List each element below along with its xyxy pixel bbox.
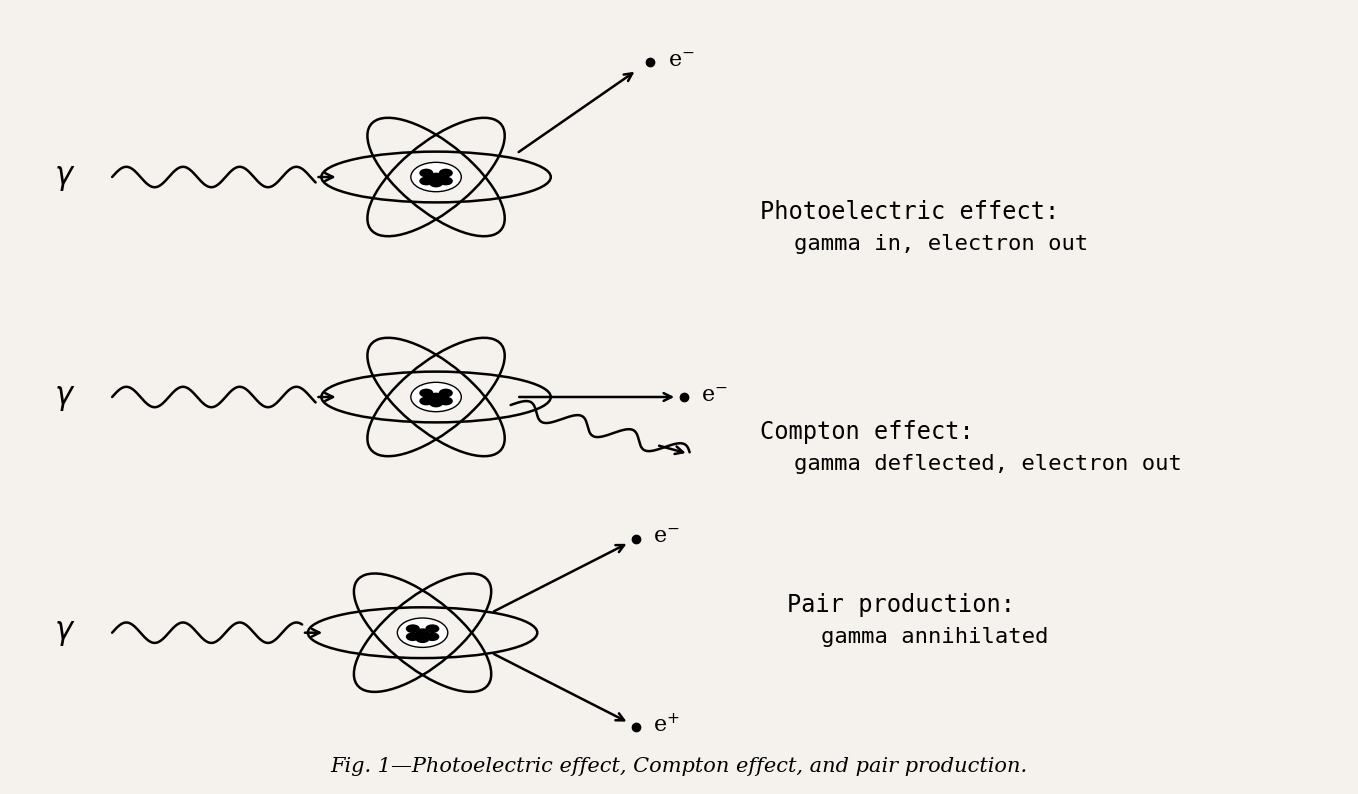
Text: $\gamma$: $\gamma$	[54, 617, 76, 648]
Circle shape	[411, 382, 462, 412]
Circle shape	[411, 162, 462, 191]
Text: e$^{-}$: e$^{-}$	[653, 526, 680, 548]
Circle shape	[420, 397, 433, 405]
Circle shape	[420, 177, 433, 185]
Circle shape	[417, 629, 429, 636]
Circle shape	[429, 399, 443, 407]
Text: Photoelectric effect:: Photoelectric effect:	[760, 200, 1059, 225]
Text: e$^{-}$: e$^{-}$	[668, 50, 694, 71]
Text: gamma in, electron out: gamma in, electron out	[793, 233, 1088, 254]
Circle shape	[398, 618, 448, 647]
Text: gamma deflected, electron out: gamma deflected, electron out	[793, 454, 1181, 474]
Circle shape	[426, 633, 439, 641]
Text: $\gamma$: $\gamma$	[54, 161, 76, 192]
Circle shape	[429, 393, 443, 401]
Circle shape	[406, 633, 420, 641]
Text: Fig. 1—Photoelectric effect, Compton effect, and pair production.: Fig. 1—Photoelectric effect, Compton eff…	[330, 757, 1028, 776]
Circle shape	[417, 635, 429, 642]
Circle shape	[440, 169, 452, 177]
Text: Compton effect:: Compton effect:	[760, 420, 974, 445]
Circle shape	[440, 177, 452, 185]
Circle shape	[406, 625, 420, 632]
Text: $\gamma$: $\gamma$	[54, 381, 76, 413]
Circle shape	[420, 169, 433, 177]
Circle shape	[420, 389, 433, 397]
Text: gamma annihilated: gamma annihilated	[820, 626, 1048, 646]
Circle shape	[429, 179, 443, 187]
Circle shape	[440, 389, 452, 397]
Text: e$^{-}$: e$^{-}$	[701, 384, 728, 407]
Circle shape	[440, 397, 452, 405]
Circle shape	[429, 173, 443, 181]
Text: e$^{+}$: e$^{+}$	[653, 714, 680, 737]
Circle shape	[426, 625, 439, 632]
Text: Pair production:: Pair production:	[788, 593, 1014, 617]
